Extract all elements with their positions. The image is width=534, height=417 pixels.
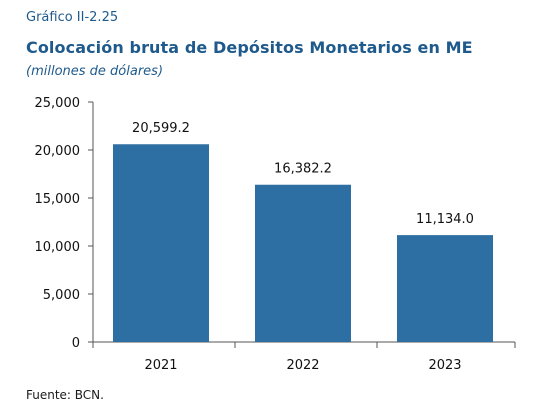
- x-tick-label-2022: 2022: [286, 358, 319, 373]
- bar-2021: [113, 144, 209, 342]
- y-tick-label: 10,000: [35, 240, 81, 255]
- data-label-2023: 11,134.0: [416, 212, 474, 227]
- chart-subtitle: (millones de dólares): [26, 64, 164, 79]
- chart-title: Colocación bruta de Depósitos Monetarios…: [26, 38, 473, 57]
- data-label-2021: 20,599.2: [132, 121, 190, 136]
- bar-2023: [397, 235, 493, 342]
- bar-2022: [255, 184, 351, 342]
- y-tick-label: 25,000: [35, 96, 81, 111]
- x-tick-label-2021: 2021: [144, 358, 177, 373]
- data-label-2022: 16,382.2: [274, 162, 332, 177]
- y-tick-label: 20,000: [35, 144, 81, 159]
- y-tick-label: 0: [72, 336, 80, 351]
- figure-label: Gráfico II-2.25: [26, 10, 119, 25]
- y-tick-label: 15,000: [35, 192, 81, 207]
- x-tick-label-2023: 2023: [428, 358, 461, 373]
- source-note: Fuente: BCN.: [26, 388, 104, 402]
- y-tick-label: 5,000: [43, 288, 80, 303]
